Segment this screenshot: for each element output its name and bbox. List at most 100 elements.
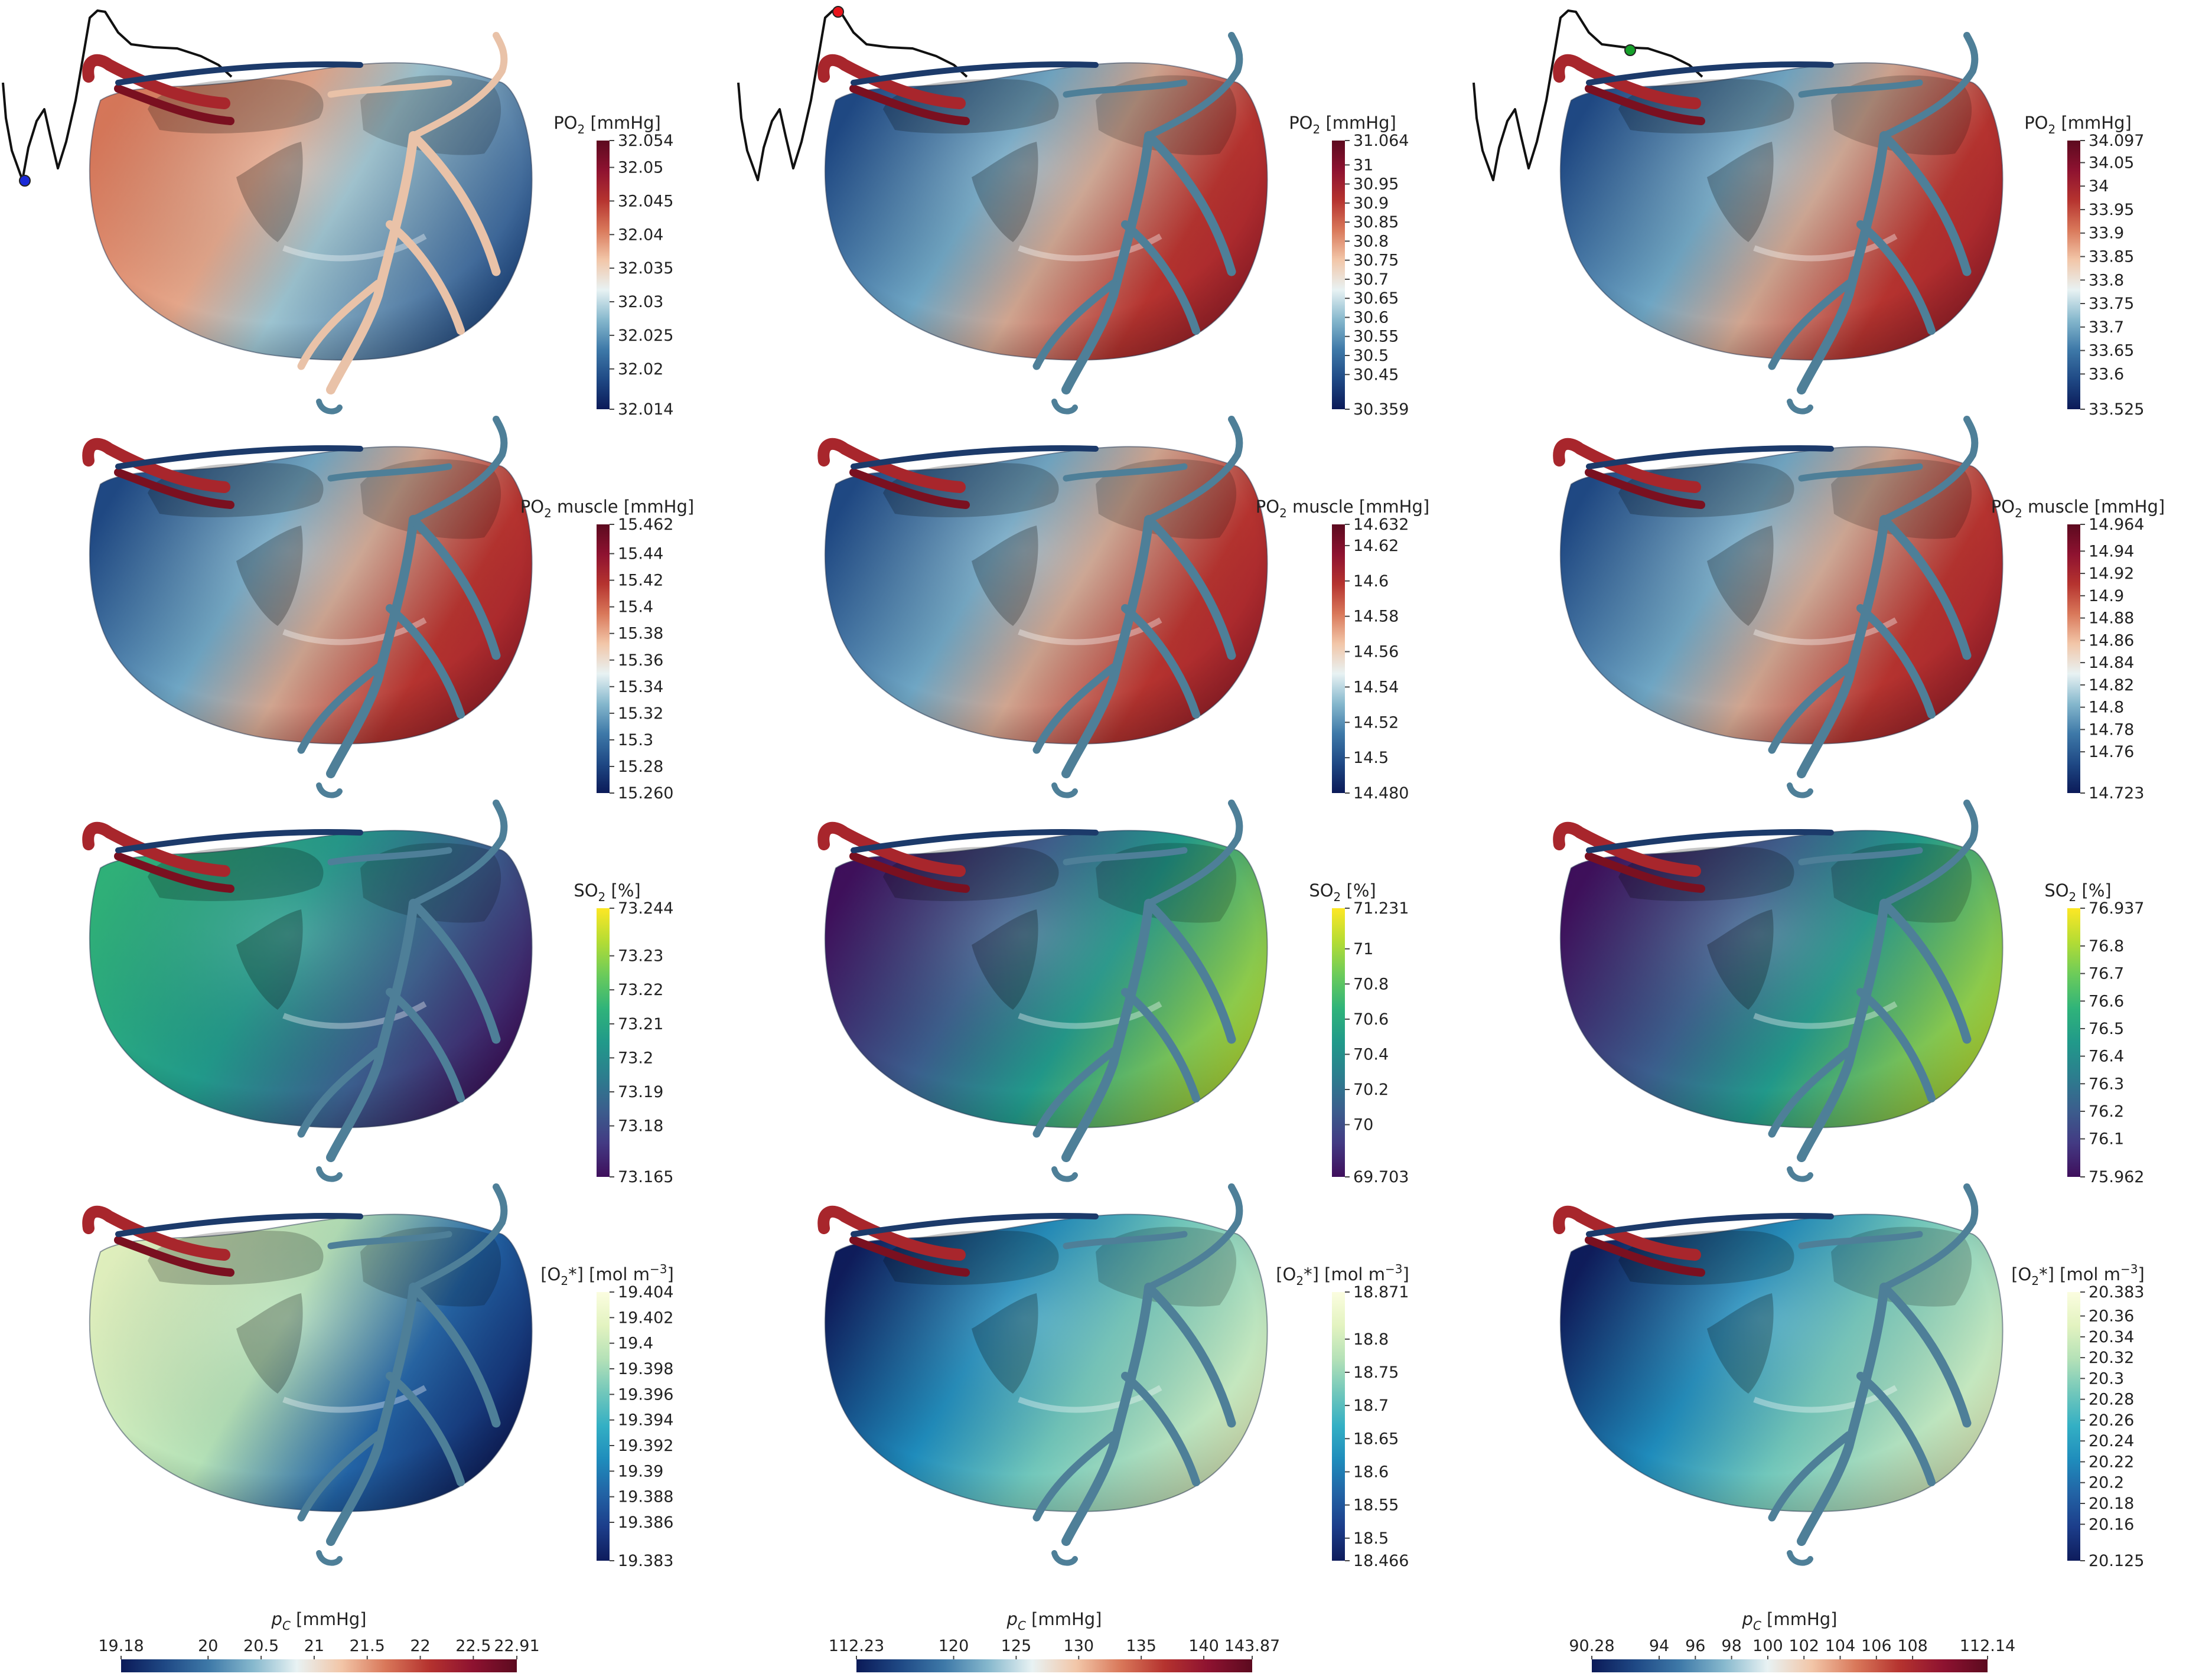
coronary-vessel [410,800,508,907]
coronary-vessel [1063,847,1188,866]
superior-vessel [1586,829,1834,853]
coronary-vessel [409,1283,501,1428]
aorta [82,54,230,109]
right-atrium-opening [1096,459,1237,539]
colorbar-col3-row1: PO2 [mmHg]34.097 34.05 34 33.95 33.9 33.85 33.… [2024,113,2144,419]
pc-colorbar-title: pC [mmHg] [1742,1609,1838,1633]
coronary-vessel [1144,899,1236,1044]
colorbar-tick-label: 19.386 [618,1513,673,1532]
coronary-vessel [327,1231,452,1250]
pc-tick-label: 120 [939,1637,969,1655]
heart-shading [825,446,1268,744]
colorbar-tick-label: 32.054 [618,132,673,150]
colorbar-tick-label: 33.525 [2089,400,2144,419]
ecg-line [1472,9,1703,181]
coronary-vessel [1063,1231,1188,1250]
colorbar-gradient [1332,908,1345,1177]
colorbar-tick-label: 20.26 [2089,1411,2134,1430]
colorbar-tick-label: 20.22 [2089,1453,2134,1471]
colorbar-gradient [2067,141,2080,409]
colorbar-tick-label: 14.5 [1353,749,1389,767]
colorbar-title: PO2 [mmHg] [553,113,661,136]
colorbar-tick-label: 19.388 [618,1488,673,1506]
colorbar-tick-label: 20.36 [2089,1307,2134,1326]
aorta-branch [849,468,970,509]
colorbar-tick-label: 18.7 [1353,1397,1389,1415]
pc-colorbar-gradient [1592,1659,1988,1672]
heart-shading [1560,830,2003,1128]
colorbar-tick-label: 30.8 [1353,232,1389,250]
colorbar-tick-label: 30.45 [1353,366,1399,384]
ventricle-cavity [1707,909,1774,1010]
coronary-vessel [1145,416,1243,523]
colorbar-title: [O2*] [mol m−3] [2011,1262,2145,1288]
coronary-vessel [1797,899,1889,1162]
aorta [82,438,230,493]
colorbar-tick-label: 18.8 [1353,1330,1389,1349]
colorbar-tick-label: 18.466 [1353,1552,1409,1570]
pc-tick-label: 108 [1897,1637,1928,1655]
colorbar-tick-label: 19.4 [618,1335,653,1353]
colorbar-tick-label: 32.04 [618,226,663,244]
colorbar-tick-label: 73.21 [618,1015,663,1033]
aorta [1553,821,1701,877]
colorbar-tick-label: 30.95 [1353,175,1399,194]
colorbar-tick-label: 32.035 [618,259,673,278]
colorbar-tick-label: 15.32 [618,704,663,723]
heart-shading [1560,63,2003,360]
colorbar-tick-label: 20.34 [2089,1328,2134,1346]
coronary-vessel [1797,515,1889,778]
pc-tick-label: 112.14 [1960,1637,2015,1655]
colorbar-tick-label: 32.02 [618,360,663,379]
coronary-vessel [1856,988,1936,1102]
colorbar-tick-label: 30.55 [1353,328,1399,346]
heart-shading [89,1214,532,1512]
pc-tick-label: 90.28 [1569,1637,1614,1655]
coronary-vessel [1144,515,1236,660]
aorta-branch [114,1236,234,1277]
superior-vessel [851,61,1099,86]
right-atrium-opening [360,75,501,155]
ventricle-cavity [1707,526,1774,626]
colorbar-tick-label: 70 [1353,1116,1373,1134]
colorbar-tick-label: 14.58 [1353,608,1399,626]
heart-col3-row3 [1553,800,2003,1182]
superior-vessel [115,829,363,853]
colorbar-tick-label: 20.383 [2089,1283,2144,1301]
coronary-vessel [410,416,508,523]
colorbar-tick-label: 32.014 [618,400,673,419]
colorbar-tick-label: 15.3 [618,731,653,749]
colorbar-tick-label: 76.4 [2089,1048,2124,1066]
colorbar-tick-label: 73.23 [618,947,663,965]
colorbar-tick-label: 20.28 [2089,1391,2134,1409]
colorbar-tick-label: 19.404 [618,1283,673,1301]
coronary-vessel [1856,1372,1936,1486]
ventricle-cavity [972,526,1038,626]
heart-shading [825,1214,1268,1512]
pc-colorbar-col3: pC [mmHg] 90.28 94 96 98 100 102 104 106 108 112.1… [1569,1609,2015,1672]
colorbar-tick-label: 70.2 [1353,1081,1389,1099]
colorbar-tick-label: 76.7 [2089,965,2124,983]
right-atrium-opening [1831,1226,1972,1307]
superior-vessel [115,445,363,469]
colorbar-tick-label: 19.392 [618,1437,673,1455]
pc-tick-label: 98 [1721,1637,1741,1655]
colorbar-tick-label: 33.75 [2089,295,2134,313]
colorbar-tick-label: 70.4 [1353,1045,1389,1064]
coronary-vessel [1798,847,1923,866]
colorbar-tick-label: 73.22 [618,981,663,999]
colorbar-tick-label: 76.5 [2089,1020,2124,1038]
right-atrium-opening [1831,843,1972,923]
colorbar-gradient [597,908,610,1177]
apex-vessel [1051,1166,1078,1182]
colorbar-gradient [1332,524,1345,793]
colorbar-tick-label: 73.244 [618,899,673,918]
colorbar-tick-label: 18.65 [1353,1430,1399,1448]
superior-vessel [851,829,1099,853]
colorbar-tick-label: 71.231 [1353,899,1409,918]
superior-vessel [1586,61,1834,86]
aorta [82,821,230,877]
colorbar-col3-row4: [O2*] [mol m−3]20.383 20.36 20.34 20.32 20.3… [2011,1262,2145,1570]
right-atrium-opening [360,1226,501,1307]
coronary-vessel [386,604,465,719]
